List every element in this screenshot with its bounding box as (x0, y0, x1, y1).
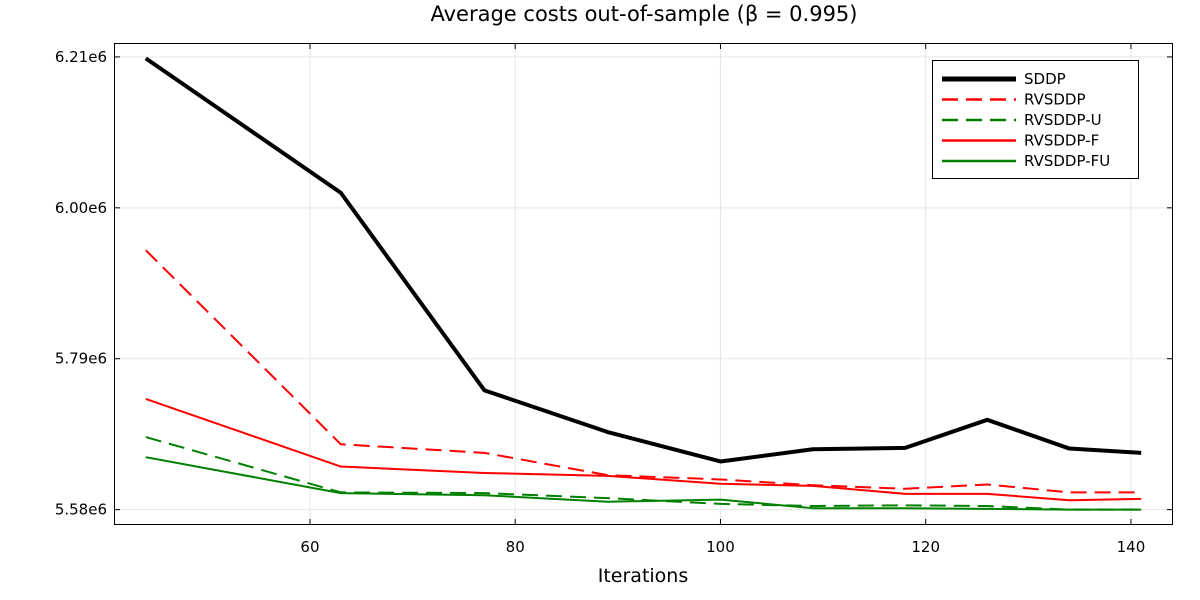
y-tick-label: 5.58e6 (55, 501, 107, 519)
x-axis-label: Iterations (598, 565, 689, 587)
series-line-rvsddp-fu (145, 456, 1142, 511)
y-tick-label: 6.21e6 (55, 48, 107, 66)
plot-frame (114, 43, 1173, 525)
legend-label-rvsddp: RVSDDP (1024, 91, 1086, 109)
legend: SDDP RVSDDP RVSDDP-U RVSDDP-F RVSDDP-FU (932, 60, 1139, 179)
series-layer (144, 56, 1142, 511)
x-tick-label: 120 (911, 538, 940, 556)
axis-ticks: 60 80 100 120 140 5.58e6 5.79e6 6.00e6 6.21e6 (55, 44, 1172, 556)
x-tick-label: 140 (1117, 538, 1146, 556)
chart-title: Average costs out-of-sample (β = 0.995) (430, 2, 857, 26)
grid (115, 44, 1172, 524)
legend-label-rvsddp-f: RVSDDP-F (1024, 132, 1099, 150)
y-tick-label: 6.00e6 (55, 199, 107, 217)
legend-label-sddp: SDDP (1024, 70, 1066, 88)
x-tick-label: 80 (506, 538, 525, 556)
x-tick-label: 60 (300, 538, 319, 556)
x-tick-label: 100 (706, 538, 735, 556)
series-line-rvsddp-f (145, 398, 1142, 502)
legend-label-rvsddp-fu: RVSDDP-FU (1024, 152, 1110, 170)
series-line-sddp (144, 56, 1142, 464)
y-tick-label: 5.79e6 (55, 350, 107, 368)
series-line-rvsddp (145, 249, 1142, 494)
series-line-rvsddp-u (145, 436, 1142, 511)
legend-label-rvsddp-u: RVSDDP-U (1024, 111, 1102, 129)
